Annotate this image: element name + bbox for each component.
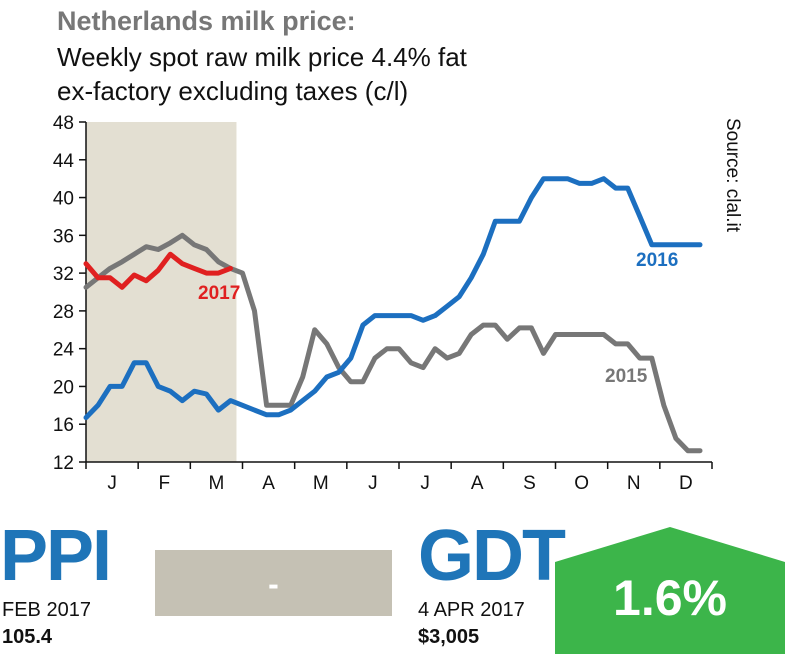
x-tick-label: M <box>209 473 225 494</box>
chart-subtitle: Weekly spot raw milk price 4.4% fat ex-f… <box>57 40 467 108</box>
x-tick-label: A <box>471 473 484 494</box>
y-tick-label: 36 <box>53 226 74 247</box>
y-tick-label: 28 <box>53 302 74 323</box>
x-tick-label: S <box>523 473 536 494</box>
x-tick-label: J <box>368 473 378 494</box>
y-tick-label: 44 <box>53 151 75 172</box>
y-tick-label: 48 <box>53 113 74 134</box>
source-note: Source: clal.it <box>722 118 743 233</box>
gdt-date: 4 APR 2017 <box>418 599 525 621</box>
ppi-value: 105.4 <box>2 626 53 648</box>
x-tick-label: J <box>420 473 430 494</box>
x-tick-label: O <box>574 473 589 494</box>
y-tick-label: 40 <box>53 189 74 210</box>
x-tick-label: A <box>262 473 275 494</box>
chart-subtitle-line1: Weekly spot raw milk price 4.4% fat <box>57 42 467 72</box>
gdt-label: GDT <box>418 516 566 596</box>
x-tick-label: J <box>107 473 117 494</box>
ppi-period: FEB 2017 <box>2 599 91 621</box>
x-tick-label: N <box>627 473 641 494</box>
series-line-2015 <box>83 232 703 454</box>
ppi-label: PPI <box>0 516 112 596</box>
series-line-2016 <box>83 176 703 421</box>
y-tick-label: 16 <box>53 415 74 436</box>
series-line-2017 <box>83 251 233 290</box>
gdt-change: 1.6% <box>613 570 727 626</box>
gdt-change-badge: 1.6% <box>555 527 785 654</box>
chart-title: Netherlands milk price: <box>57 6 356 36</box>
y-tick-label: 32 <box>53 264 74 285</box>
y-tick-label: 24 <box>53 340 75 361</box>
up-arrow-icon <box>555 527 785 654</box>
x-tick-label: F <box>158 473 170 494</box>
ppi-change: - <box>268 566 279 602</box>
y-tick-label: 12 <box>53 453 74 474</box>
series-label-2016: 2016 <box>636 250 678 271</box>
series-lines <box>83 176 703 454</box>
x-tick-label: M <box>313 473 329 494</box>
y-axis: 48 44 40 36 32 28 24 20 16 12 <box>53 113 87 474</box>
gdt-price: $3,005 <box>418 626 480 648</box>
ppi-change-box: - <box>155 550 392 616</box>
chart-subtitle-line2: ex-factory excluding taxes (c/l) <box>57 76 409 106</box>
x-tick-label: D <box>679 473 693 494</box>
shaded-period <box>86 122 237 462</box>
series-label-2017: 2017 <box>198 283 240 304</box>
series-label-2015: 2015 <box>605 366 648 387</box>
series-labels: 2015 2016 2017 <box>198 250 678 387</box>
y-tick-label: 20 <box>53 377 74 398</box>
